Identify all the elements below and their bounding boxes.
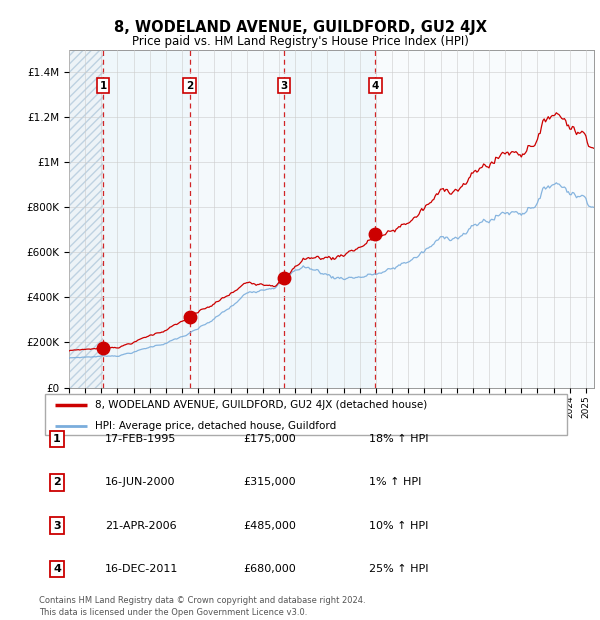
Text: £175,000: £175,000 xyxy=(243,434,296,444)
Text: £485,000: £485,000 xyxy=(243,521,296,531)
Text: Contains HM Land Registry data © Crown copyright and database right 2024.
This d: Contains HM Land Registry data © Crown c… xyxy=(39,596,365,617)
Bar xyxy=(103,50,190,388)
Text: 1: 1 xyxy=(53,434,61,444)
Text: 2: 2 xyxy=(53,477,61,487)
Text: £315,000: £315,000 xyxy=(243,477,296,487)
Bar xyxy=(284,50,375,388)
Text: £680,000: £680,000 xyxy=(243,564,296,574)
Text: 1% ↑ HPI: 1% ↑ HPI xyxy=(369,477,421,487)
Text: 4: 4 xyxy=(53,564,61,574)
Text: 8, WODELAND AVENUE, GUILDFORD, GU2 4JX (detached house): 8, WODELAND AVENUE, GUILDFORD, GU2 4JX (… xyxy=(95,399,427,410)
Bar xyxy=(69,50,103,388)
Text: 1: 1 xyxy=(100,81,107,91)
Text: 25% ↑ HPI: 25% ↑ HPI xyxy=(369,564,428,574)
Text: 16-JUN-2000: 16-JUN-2000 xyxy=(105,477,176,487)
Text: HPI: Average price, detached house, Guildford: HPI: Average price, detached house, Guil… xyxy=(95,421,336,431)
FancyBboxPatch shape xyxy=(44,394,568,435)
Text: 8, WODELAND AVENUE, GUILDFORD, GU2 4JX: 8, WODELAND AVENUE, GUILDFORD, GU2 4JX xyxy=(113,20,487,35)
Text: 21-APR-2006: 21-APR-2006 xyxy=(105,521,176,531)
Text: 18% ↑ HPI: 18% ↑ HPI xyxy=(369,434,428,444)
Bar xyxy=(190,50,284,388)
Bar xyxy=(375,50,594,388)
Text: Price paid vs. HM Land Registry's House Price Index (HPI): Price paid vs. HM Land Registry's House … xyxy=(131,35,469,48)
Text: 17-FEB-1995: 17-FEB-1995 xyxy=(105,434,176,444)
Text: 4: 4 xyxy=(371,81,379,91)
Text: 3: 3 xyxy=(53,521,61,531)
Text: 16-DEC-2011: 16-DEC-2011 xyxy=(105,564,178,574)
Text: 10% ↑ HPI: 10% ↑ HPI xyxy=(369,521,428,531)
Bar xyxy=(69,50,103,388)
Text: 3: 3 xyxy=(280,81,287,91)
Text: 2: 2 xyxy=(186,81,193,91)
